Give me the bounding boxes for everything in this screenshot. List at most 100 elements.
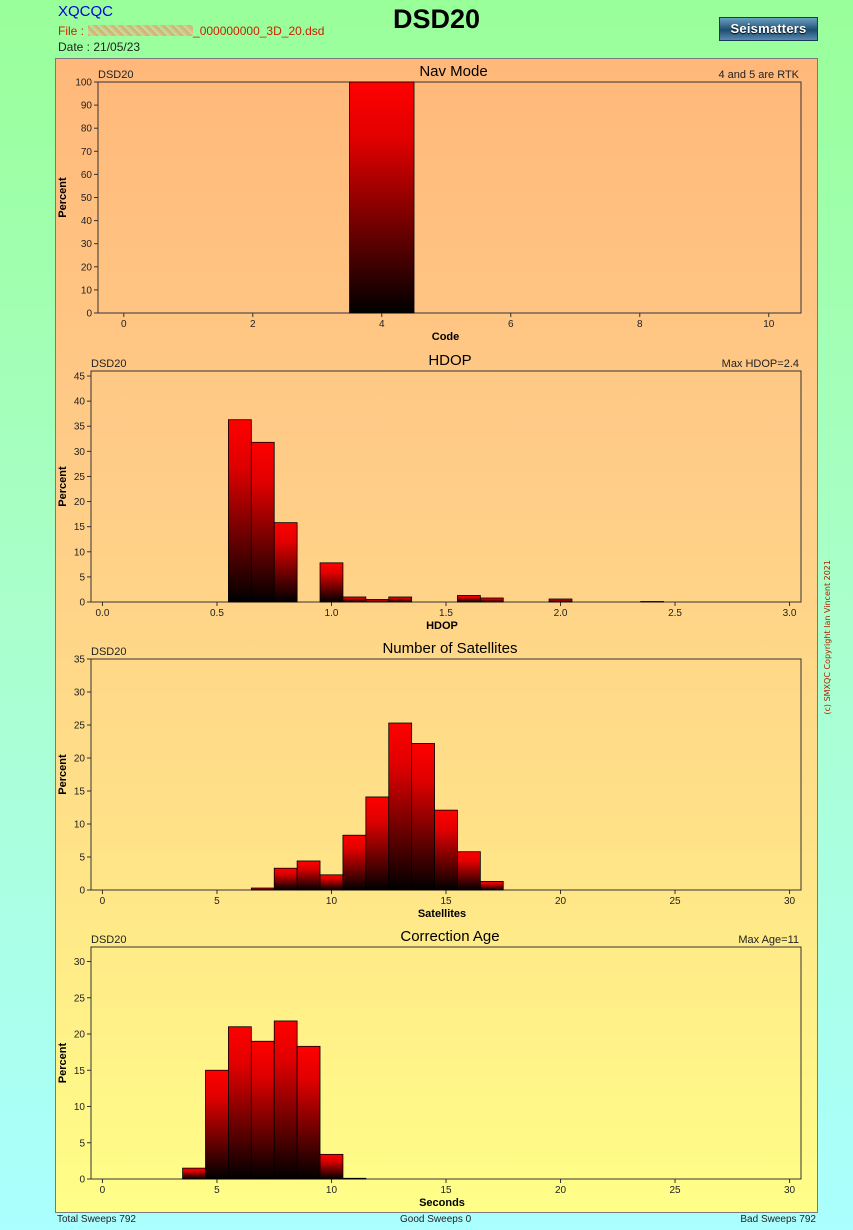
bad-sweeps: Bad Sweeps 792 [740,1214,816,1225]
chart2-bar [479,597,504,603]
seismatters-logo: Seismatters [719,17,818,41]
chart2-bar [250,441,275,603]
chart2-x-tick-label: 2.0 [554,608,568,619]
chart1-x-axis-label: Code [432,331,460,343]
chart2-y-tick-label: 5 [79,572,85,583]
good-sweeps: Good Sweeps 0 [400,1214,472,1225]
chart1-x-tick-label: 8 [637,319,643,330]
chart2-x-tick-label: 3.0 [783,608,797,619]
chart3-y-tick-label: 20 [74,754,86,765]
chart2-bar [457,595,481,603]
chart3-x-tick-label: 25 [669,896,681,907]
chart1-left-label: DSD20 [98,69,133,81]
chart3-y-tick-label: 25 [74,721,86,732]
chart3-x-tick-label: 30 [784,896,796,907]
chart2-bar [273,522,298,603]
chart3-bar [388,722,413,891]
chart3-bar [365,796,390,891]
chart3-bar [296,860,321,891]
chart4-bar [250,1040,275,1180]
chart1-y-tick-label: 90 [81,101,93,112]
chart4-x-tick-label: 20 [555,1185,567,1196]
date-line: Date : 21/05/23 [58,40,141,54]
chart4-y-tick-label: 5 [79,1138,85,1149]
chart3-bar [434,809,458,891]
chart4-left-label: DSD20 [91,934,126,946]
chart1-y-tick-label: 50 [81,193,93,204]
chart2-y-tick-label: 45 [74,372,86,383]
file-line: File : _000000000_3D_20.dsd [58,24,324,38]
chart1-x-tick-label: 10 [763,319,775,330]
chart2-y-tick-label: 25 [74,472,86,483]
chart1-plot-frame [97,81,802,314]
chart2-bar [388,596,413,603]
chart4-x-tick-label: 0 [100,1185,106,1196]
chart1-y-tick-label: 70 [81,147,93,158]
chart3-bar [342,834,367,891]
redacted-text [88,25,194,36]
chart4-x-tick-label: 30 [784,1185,796,1196]
chart2-x-tick-label: 1.0 [325,608,339,619]
chart1-y-tick-label: 10 [81,285,93,296]
chart4-y-tick-label: 15 [74,1066,86,1077]
chart3-x-tick-label: 0 [100,896,106,907]
chart3-bar [273,867,298,891]
chart3-y-tick-label: 5 [79,853,85,864]
chart3-y-tick-label: 0 [79,886,85,897]
chart1-x-tick-label: 2 [250,319,256,330]
chart4-x-tick-label: 15 [440,1185,452,1196]
chart2-bar [365,599,390,603]
chart1-x-tick-label: 6 [508,319,514,330]
chart2-x-axis-label: HDOP [426,620,458,632]
chart4-bar [182,1167,206,1180]
chart3-x-tick-label: 5 [214,896,220,907]
chart1-y-tick-label: 100 [75,78,92,89]
chart3-y-tick-label: 15 [74,787,86,798]
chart2-bar [228,419,252,603]
chart3-x-tick-label: 10 [326,896,338,907]
chart3-left-label: DSD20 [91,646,126,658]
chart2-bar [640,601,664,603]
chart3-y-tick-label: 30 [74,688,86,699]
chart2-right-label: Max HDOP=2.4 [722,358,799,370]
chart3-bar [411,743,435,891]
chart2-x-tick-label: 1.5 [439,608,453,619]
chart2-y-tick-label: 35 [74,422,86,433]
chart4-y-tick-label: 20 [74,1030,86,1041]
chart1-bar [349,81,415,314]
chart3-y-tick-label: 35 [74,655,86,666]
chart3-title: Number of Satellites [382,640,517,657]
chart4-right-label: Max Age=11 [738,934,799,946]
chart2-y-tick-label: 30 [74,447,86,458]
chart1-y-axis-label: Percent [57,177,69,218]
chart1-x-tick-label: 0 [121,319,127,330]
chart2-plot-frame [90,370,802,603]
chart2-y-tick-label: 20 [74,497,86,508]
chart4-y-axis-label: Percent [57,1042,69,1083]
chart1-y-tick-label: 80 [81,124,93,135]
chart2-y-axis-label: Percent [57,466,69,507]
chart4-bar [342,1177,367,1180]
chart2-x-tick-label: 0.5 [210,608,224,619]
chart4-bar [273,1020,298,1180]
chart1-y-tick-label: 20 [81,262,93,273]
chart3-bar [457,851,481,891]
chart2-left-label: DSD20 [91,358,126,370]
chart3-bar [479,881,504,891]
chart2-y-tick-label: 0 [79,598,85,609]
chart3-y-tick-label: 10 [74,820,86,831]
chart4-y-tick-label: 30 [74,957,86,968]
chart2-bar [342,596,367,603]
chart4-x-tick-label: 5 [214,1185,220,1196]
chart1-y-tick-label: 0 [86,309,92,320]
chart1-title: Nav Mode [419,63,487,80]
file-prefix: File : [58,24,85,38]
chart4-y-tick-label: 10 [74,1102,86,1113]
chart2-y-tick-label: 10 [74,547,86,558]
charts-panel [55,58,818,1213]
chart2-y-tick-label: 15 [74,522,86,533]
chart3-x-axis-label: Satellites [418,908,466,920]
chart1-right-label: 4 and 5 are RTK [718,69,799,81]
chart4-x-tick-label: 10 [326,1185,338,1196]
page-title: DSD20 [392,4,481,34]
